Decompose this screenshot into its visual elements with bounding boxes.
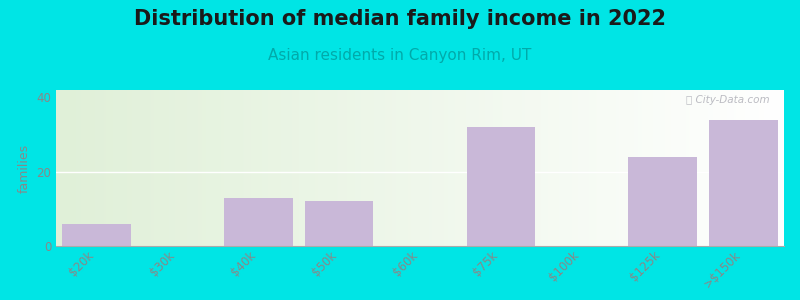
Text: Distribution of median family income in 2022: Distribution of median family income in … (134, 9, 666, 29)
Bar (62, 224, 131, 246)
Bar (466, 127, 535, 246)
Bar (709, 120, 778, 246)
Text: ⌖ City-Data.com: ⌖ City-Data.com (686, 95, 770, 105)
Bar (224, 198, 293, 246)
Y-axis label: families: families (18, 143, 30, 193)
Bar (305, 201, 374, 246)
Bar (628, 157, 697, 246)
Text: Asian residents in Canyon Rim, UT: Asian residents in Canyon Rim, UT (268, 48, 532, 63)
